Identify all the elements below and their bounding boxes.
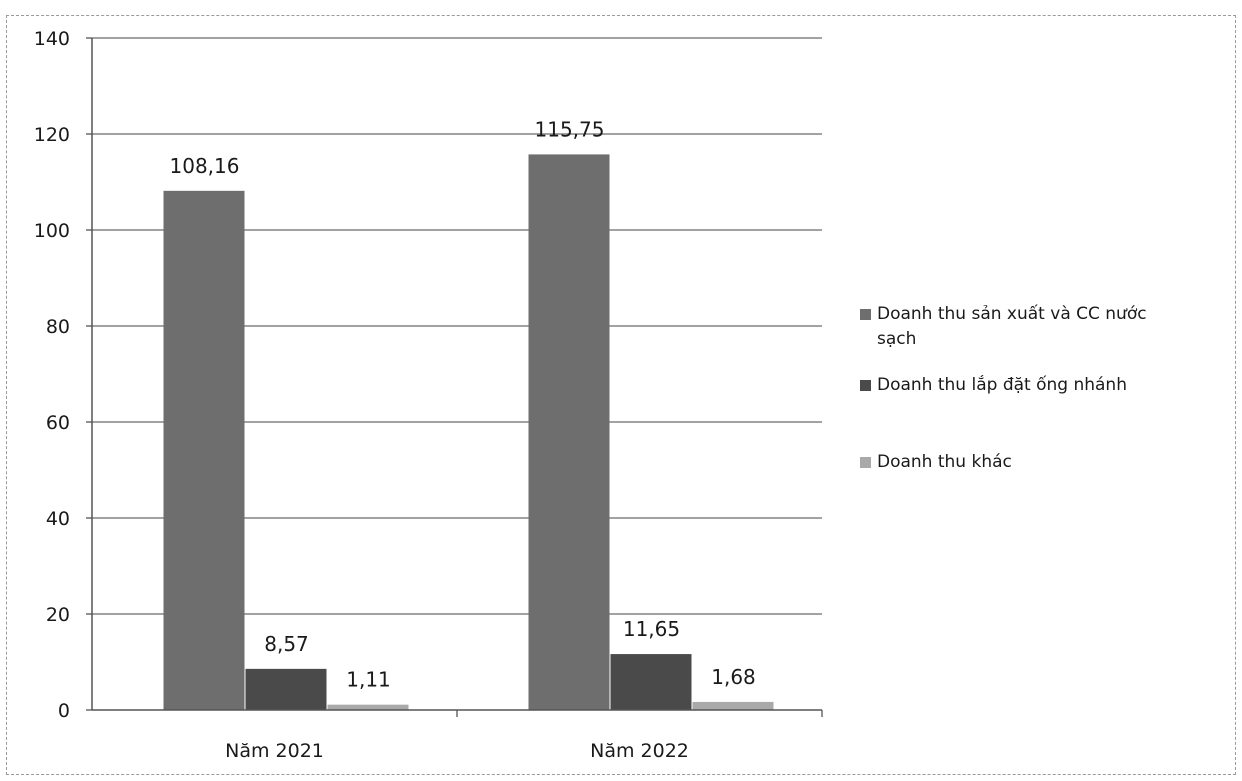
x-category-label: Năm 2022 (590, 740, 689, 762)
data-label: 8,57 (264, 632, 309, 656)
y-tick-label: 120 (34, 124, 70, 146)
data-label: 115,75 (535, 117, 605, 141)
bar (327, 704, 409, 710)
chart-frame (6, 15, 1236, 775)
y-tick-label: 140 (34, 28, 70, 50)
legend-label-other: Doanh thu khác (877, 452, 1012, 472)
labels: 0 20 40 60 80 100 120 140 108,16 8,57 1,11 Năm 2021… (34, 28, 756, 762)
data-label: 108,16 (170, 154, 240, 178)
y-tick-label: 100 (34, 220, 70, 242)
legend-item-pipe-install: Doanh thu lắp đặt ống nhánh (860, 373, 1190, 398)
bar (245, 668, 327, 710)
bar (610, 654, 692, 710)
legend-item-other: Doanh thu khác (860, 450, 1190, 475)
data-label: 1,11 (346, 668, 391, 692)
y-tick-label: 60 (46, 412, 70, 434)
legend-swatch-other (860, 457, 871, 468)
bar (692, 701, 774, 710)
axes (86, 37, 823, 717)
y-tick-label: 40 (46, 508, 70, 530)
legend: Doanh thu sản xuất và CC nước sạch Doanh… (860, 302, 1190, 475)
y-tick-label: 20 (46, 604, 70, 626)
bar (163, 190, 245, 710)
y-tick-label: 80 (46, 316, 70, 338)
legend-item-production: Doanh thu sản xuất và CC nước sạch (860, 302, 1190, 352)
legend-swatch-pipe-install (860, 380, 871, 391)
bars (163, 154, 774, 710)
data-label: 1,68 (711, 665, 756, 689)
legend-label-pipe-install: Doanh thu lắp đặt ống nhánh (877, 375, 1127, 395)
legend-label-production: Doanh thu sản xuất và CC nước sạch (877, 304, 1147, 349)
bar (528, 154, 610, 710)
data-label: 11,65 (623, 617, 680, 641)
x-category-label: Năm 2021 (225, 740, 324, 762)
legend-swatch-production (860, 309, 871, 320)
y-tick-label: 0 (58, 700, 70, 722)
